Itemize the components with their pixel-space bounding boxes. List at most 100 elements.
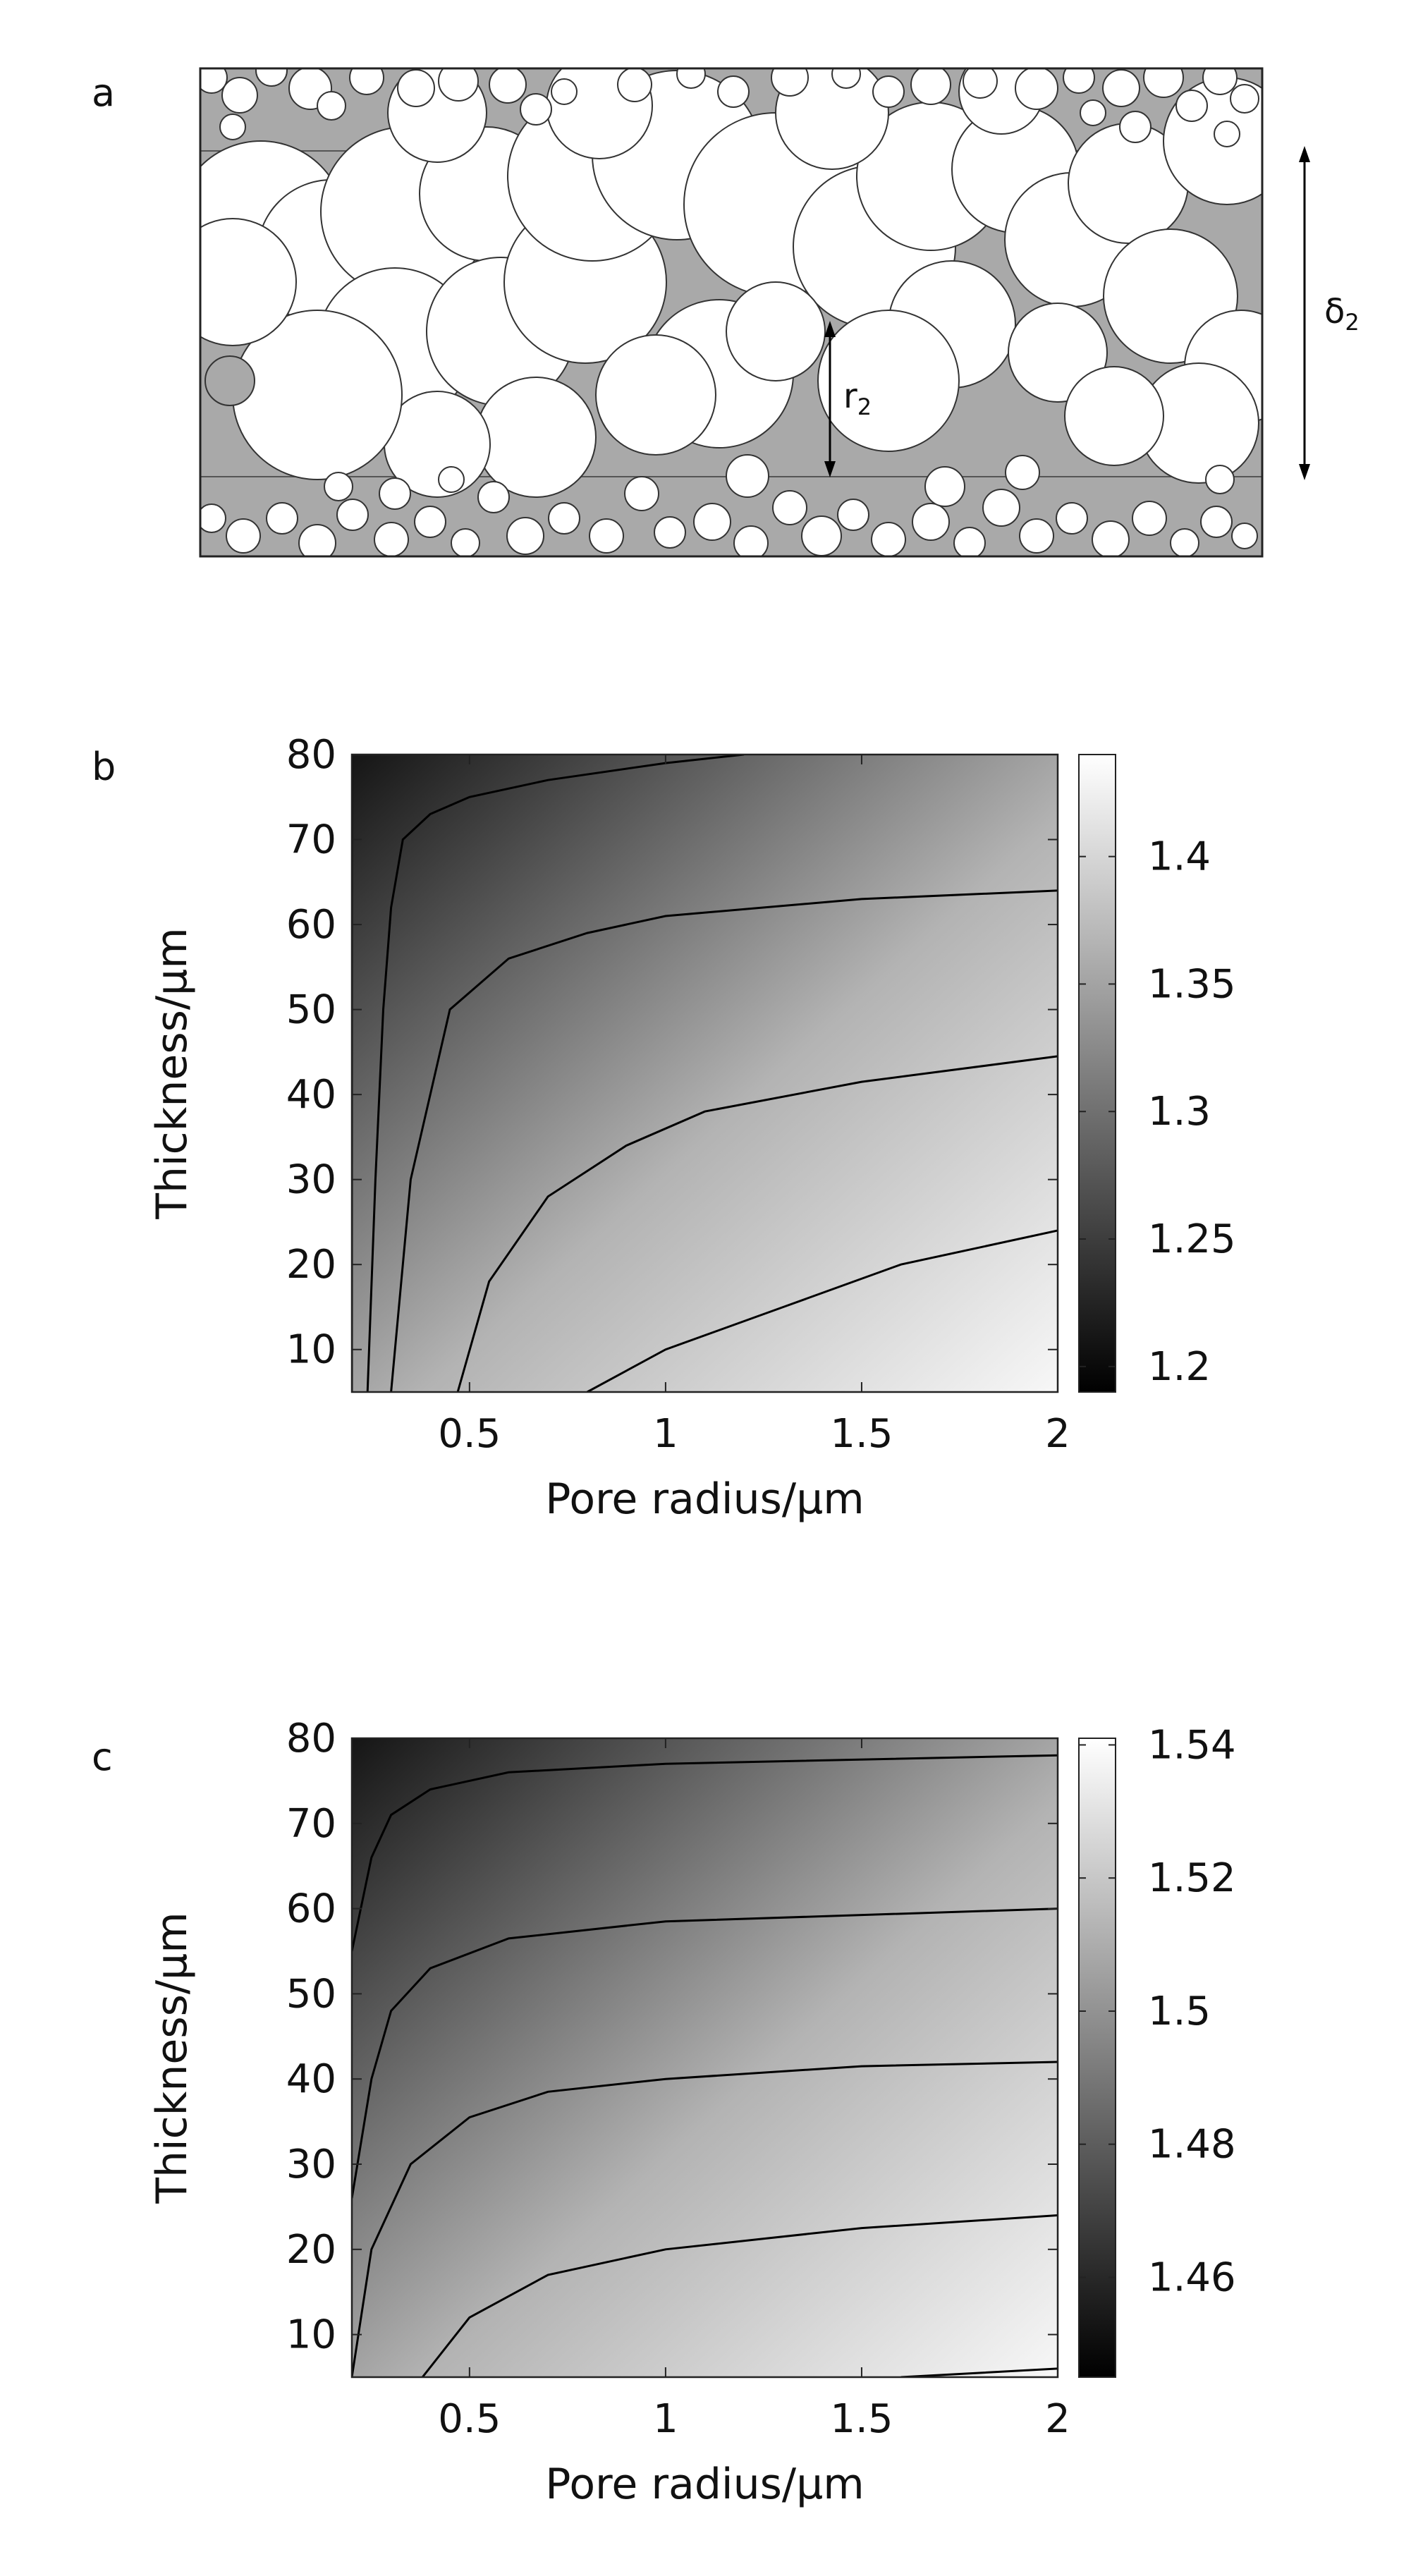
contour-lines bbox=[352, 755, 1058, 1392]
pore bbox=[772, 490, 807, 525]
pore bbox=[837, 499, 869, 531]
colorbar-tick-label: 1.54 bbox=[1148, 1722, 1236, 1768]
pore-radius-label: r2 bbox=[843, 377, 872, 420]
y-tick-label: 10 bbox=[286, 2312, 336, 2358]
pore bbox=[1132, 501, 1167, 536]
y-tick-label: 50 bbox=[286, 987, 336, 1033]
x-tick-label: 2 bbox=[1045, 2396, 1070, 2442]
contour-line-5 bbox=[586, 1229, 1058, 1392]
pore bbox=[1015, 68, 1058, 110]
pore bbox=[520, 93, 552, 126]
y-tick-label: 30 bbox=[286, 1157, 336, 1203]
pore bbox=[693, 503, 731, 541]
contour-line-3 bbox=[390, 889, 1058, 1392]
pore bbox=[871, 522, 906, 556]
colorbar-tick-label: 1.46 bbox=[1148, 2254, 1236, 2300]
pore bbox=[775, 68, 889, 170]
x-axis-title: Pore radius/μm bbox=[545, 2460, 864, 2509]
pore bbox=[548, 502, 580, 535]
y-tick-label: 40 bbox=[286, 1072, 336, 1118]
y-axis-title: Thickness/μm bbox=[147, 927, 197, 1219]
pore bbox=[912, 503, 950, 541]
isolated-particle bbox=[204, 355, 255, 406]
pore bbox=[475, 377, 597, 498]
pore bbox=[255, 68, 288, 87]
x-axis-title: Pore radius/μm bbox=[545, 1475, 864, 1524]
pore bbox=[982, 489, 1020, 527]
y-axis-title: Thickness/μm bbox=[147, 1912, 197, 2204]
contour-line-3 bbox=[352, 2061, 1058, 2377]
x-tick-label: 1.5 bbox=[830, 1411, 893, 1457]
panel-b-label: b bbox=[92, 745, 116, 789]
colorbar-tick-label: 1.4 bbox=[1148, 834, 1211, 880]
pore bbox=[1019, 518, 1054, 554]
y-tick-label: 20 bbox=[286, 1242, 336, 1288]
pore bbox=[349, 68, 384, 95]
pore bbox=[924, 466, 965, 507]
pore bbox=[477, 481, 510, 513]
contour-line-4 bbox=[456, 1055, 1058, 1392]
y-tick-label: 60 bbox=[286, 902, 336, 948]
heatmap-field bbox=[352, 755, 1058, 1392]
arrow-head-down bbox=[1299, 464, 1310, 480]
contour-line-2 bbox=[352, 1907, 1058, 2199]
colorbar-tick-label: 1.35 bbox=[1148, 961, 1236, 1007]
schematic-frame bbox=[199, 67, 1264, 558]
pore bbox=[489, 68, 527, 104]
y-tick-label: 60 bbox=[286, 1886, 336, 1932]
pore bbox=[219, 114, 246, 140]
pore bbox=[451, 528, 480, 556]
colorbar bbox=[1078, 1738, 1116, 2378]
pore bbox=[266, 502, 298, 535]
pore bbox=[801, 515, 842, 556]
pore bbox=[872, 75, 905, 108]
pore bbox=[438, 68, 479, 102]
pore bbox=[910, 68, 951, 105]
panel-c-label: c bbox=[92, 1735, 113, 1779]
pore bbox=[1008, 303, 1108, 403]
pore bbox=[438, 466, 465, 493]
colorbar bbox=[1078, 754, 1116, 1393]
pore bbox=[733, 525, 769, 556]
y-tick-label: 80 bbox=[286, 1716, 336, 1762]
pore bbox=[1175, 90, 1208, 122]
contour-lines bbox=[352, 1754, 1058, 2377]
x-tick-label: 0.5 bbox=[438, 1411, 501, 1457]
colorbar-tick-label: 1.52 bbox=[1148, 1855, 1236, 1901]
pore bbox=[1064, 366, 1164, 466]
pore bbox=[1200, 506, 1233, 538]
pore bbox=[1231, 523, 1258, 549]
thickness-label: δ2 bbox=[1324, 292, 1360, 336]
pore bbox=[817, 310, 960, 452]
pore bbox=[1205, 465, 1235, 494]
contour-line-4 bbox=[421, 2214, 1058, 2377]
pore bbox=[298, 524, 336, 556]
colorbar-tick-label: 1.3 bbox=[1148, 1089, 1211, 1135]
pore bbox=[589, 518, 624, 554]
pore bbox=[1056, 502, 1088, 535]
arrow-head-up bbox=[1299, 146, 1310, 162]
x-tick-label: 1.5 bbox=[830, 2396, 893, 2442]
colorbar-tick-label: 1.2 bbox=[1148, 1344, 1211, 1390]
y-tick-label: 40 bbox=[286, 2056, 336, 2102]
y-tick-label: 20 bbox=[286, 2227, 336, 2273]
contour-line-5 bbox=[900, 2367, 1058, 2377]
pore bbox=[717, 75, 750, 108]
pore bbox=[397, 69, 435, 107]
pore bbox=[963, 68, 998, 99]
pore bbox=[1092, 520, 1130, 556]
pore bbox=[953, 527, 986, 556]
pore bbox=[324, 472, 353, 501]
pore bbox=[831, 68, 861, 89]
pore bbox=[1119, 111, 1152, 143]
pore bbox=[506, 517, 544, 555]
chart-panel-b: 0.5 1 1.5 2 10 20 30 40 50 60 70 80 Pore radius/μm Th… bbox=[147, 732, 1236, 1524]
pore bbox=[200, 503, 226, 533]
y-tick-label: 50 bbox=[286, 1971, 336, 2017]
pore bbox=[317, 91, 346, 121]
y-tick-label: 10 bbox=[286, 1327, 336, 1373]
x-tick-label: 1 bbox=[653, 1411, 678, 1457]
pore bbox=[1080, 99, 1106, 126]
pore bbox=[1005, 455, 1040, 490]
